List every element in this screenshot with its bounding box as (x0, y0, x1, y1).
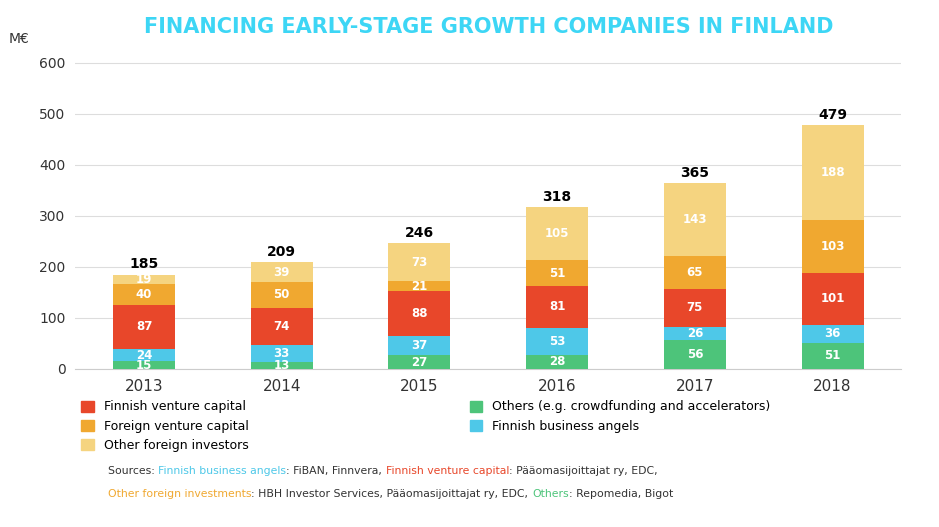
Text: Finnish venture capital: Finnish venture capital (386, 466, 509, 476)
Text: 209: 209 (268, 245, 296, 259)
Bar (526, 328, 588, 355)
Text: 39: 39 (273, 266, 290, 279)
Text: : FiBAN, Finnvera,: : FiBAN, Finnvera, (286, 466, 386, 476)
Text: 51: 51 (824, 349, 840, 363)
Title: FINANCING EARLY-STAGE GROWTH COMPANIES IN FINLAND: FINANCING EARLY-STAGE GROWTH COMPANIES I… (144, 17, 833, 37)
Text: 15: 15 (136, 358, 152, 372)
Bar (802, 325, 864, 343)
Text: 19: 19 (136, 273, 152, 286)
Bar (113, 349, 175, 361)
Text: 73: 73 (411, 256, 427, 269)
Text: 87: 87 (136, 320, 152, 333)
Text: 56: 56 (686, 348, 703, 361)
Bar (113, 305, 175, 349)
Bar (113, 284, 175, 305)
Text: 318: 318 (543, 190, 572, 203)
Legend: Others (e.g. crowdfunding and accelerators), Finnish business angels: Others (e.g. crowdfunding and accelerato… (470, 401, 771, 433)
Text: Sources:: Sources: (108, 466, 159, 476)
Text: M€: M€ (9, 32, 30, 46)
Text: 103: 103 (821, 240, 845, 253)
Bar (251, 362, 313, 369)
Text: 105: 105 (545, 227, 569, 240)
Text: 246: 246 (405, 227, 434, 240)
Text: 143: 143 (683, 213, 707, 226)
Text: 53: 53 (549, 335, 565, 348)
Text: : HBH Investor Services, Pääomasijoittajat ry, EDC,: : HBH Investor Services, Pääomasijoittaj… (252, 489, 532, 499)
Text: 365: 365 (681, 165, 709, 180)
Bar (664, 327, 726, 340)
Text: : Repomedia, Bigot: : Repomedia, Bigot (569, 489, 673, 499)
Text: : Pääomasijoittajat ry, EDC,: : Pääomasijoittajat ry, EDC, (509, 466, 657, 476)
Bar (389, 243, 451, 281)
Bar (664, 340, 726, 369)
Text: Other foreign investments: Other foreign investments (108, 489, 252, 499)
Text: 27: 27 (411, 356, 427, 368)
Text: 28: 28 (549, 355, 565, 368)
Text: 37: 37 (411, 339, 427, 352)
Text: Finnish business angels: Finnish business angels (159, 466, 286, 476)
Text: 65: 65 (686, 266, 703, 279)
Text: 74: 74 (273, 320, 290, 333)
Bar (251, 308, 313, 345)
Text: 21: 21 (411, 279, 427, 292)
Bar (526, 260, 588, 286)
Text: 101: 101 (821, 292, 845, 305)
Bar (802, 220, 864, 273)
Bar (526, 207, 588, 260)
Text: 40: 40 (136, 288, 152, 301)
Bar (802, 273, 864, 325)
Bar (664, 256, 726, 289)
Bar (664, 289, 726, 327)
Bar (113, 275, 175, 284)
Text: 13: 13 (273, 359, 290, 372)
Text: 36: 36 (824, 327, 840, 340)
Bar (389, 336, 451, 355)
Text: 185: 185 (130, 258, 159, 271)
Text: 88: 88 (411, 307, 427, 320)
Bar (526, 286, 588, 328)
Text: Others: Others (532, 489, 569, 499)
Bar (526, 355, 588, 369)
Text: 51: 51 (549, 267, 565, 280)
Bar (251, 345, 313, 362)
Bar (389, 355, 451, 369)
Bar (802, 343, 864, 369)
Text: 75: 75 (686, 301, 703, 315)
Text: 50: 50 (273, 288, 290, 301)
Text: 24: 24 (136, 349, 152, 362)
Text: 479: 479 (818, 108, 847, 122)
Text: 33: 33 (273, 347, 290, 360)
Bar (389, 291, 451, 336)
Bar (113, 361, 175, 369)
Text: 26: 26 (686, 327, 703, 340)
Bar (802, 124, 864, 220)
Bar (251, 262, 313, 282)
Bar (664, 183, 726, 256)
Text: 81: 81 (549, 300, 565, 314)
Text: 188: 188 (821, 166, 845, 179)
Bar (389, 281, 451, 291)
Bar (251, 282, 313, 308)
